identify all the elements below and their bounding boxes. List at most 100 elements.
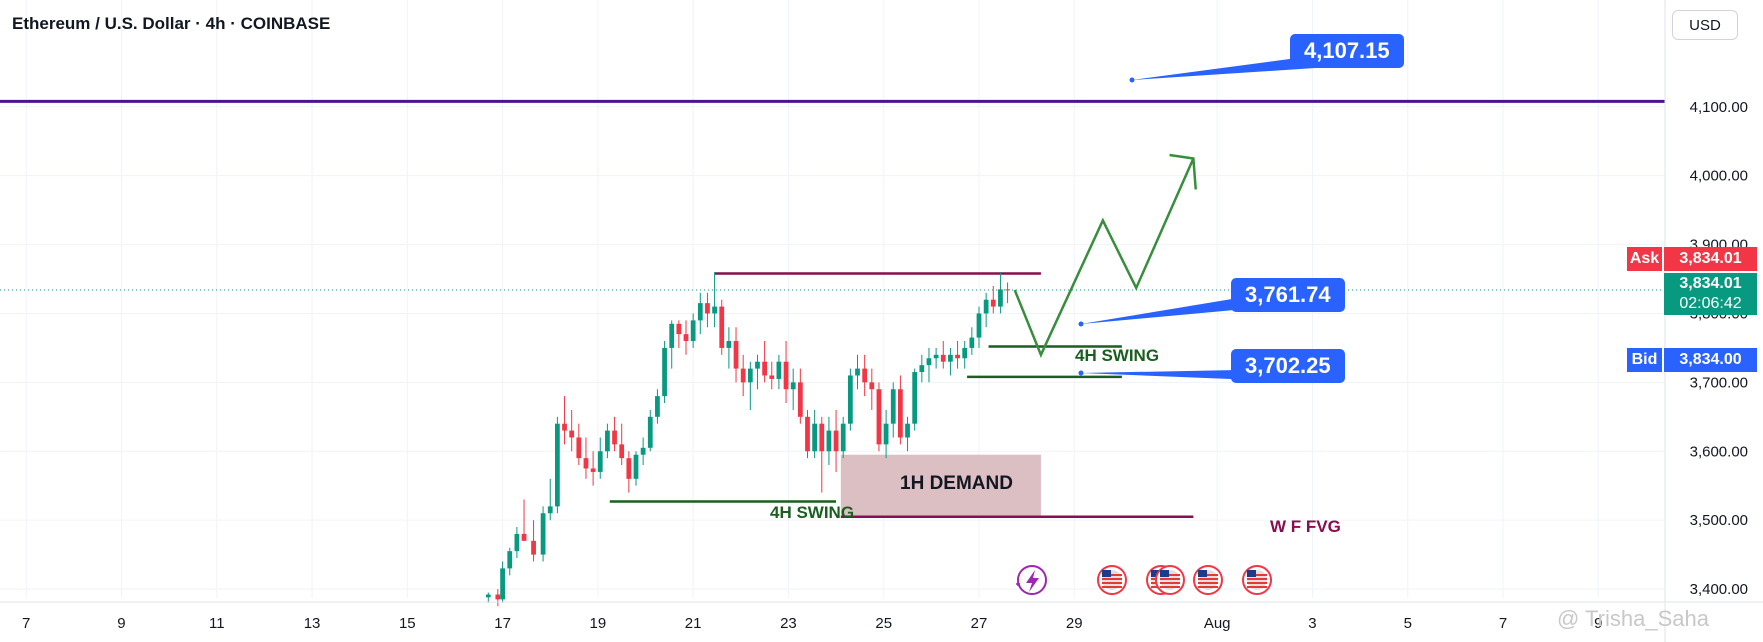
- event-flag-1: [1097, 565, 1127, 595]
- y-tick-label: 3,600.00: [1690, 443, 1748, 460]
- event-flag-1-stripe: [1102, 586, 1122, 588]
- event-flag-5-stripe: [1247, 578, 1267, 580]
- candle-body: [819, 423, 825, 452]
- event-flag-1-stripe: [1102, 582, 1122, 584]
- candle-body: [840, 423, 846, 452]
- event-flag-1-stripe: [1102, 574, 1122, 576]
- candle-body: [955, 354, 960, 359]
- event-flag-5-stripe: [1247, 586, 1267, 588]
- candle-body: [712, 306, 717, 314]
- candle-body: [905, 423, 910, 438]
- event-flag-3-stripe: [1160, 586, 1180, 588]
- x-tick-label: 23: [780, 615, 797, 632]
- chart-title: Ethereum / U.S. Dollar · 4h · COINBASE: [12, 14, 331, 33]
- candle-body: [683, 334, 689, 342]
- candle-body: [562, 423, 567, 431]
- event-flag-4-canton: [1198, 570, 1207, 577]
- candle-body: [783, 361, 789, 390]
- y-tick-label: 3,500.00: [1690, 512, 1748, 529]
- level-lines: [0, 99, 1665, 518]
- candle-body: [948, 354, 953, 362]
- x-tick-label: 7: [1499, 615, 1507, 632]
- candle-body: [547, 506, 553, 514]
- candle-body: [962, 347, 968, 359]
- candle-body: [669, 323, 675, 348]
- candle-body: [990, 299, 996, 307]
- event-flag-3-canton: [1160, 570, 1169, 577]
- x-tick-label: 11: [209, 615, 225, 632]
- last-price: 3,834.01: [1679, 275, 1742, 292]
- candle-body: [540, 513, 546, 555]
- candle-body: [998, 289, 1003, 307]
- x-tick-label: 21: [685, 615, 702, 632]
- lightning-icon: [1016, 565, 1047, 595]
- candle-body: [495, 594, 501, 600]
- x-tick-label: 13: [304, 615, 321, 632]
- candle-body: [555, 423, 560, 507]
- swing-right-label: 4H SWING: [1075, 346, 1160, 365]
- event-flag-3: [1155, 565, 1185, 595]
- target-pointer: [1132, 58, 1315, 80]
- currency-button[interactable]: USD: [1672, 10, 1738, 40]
- candle-body: [583, 458, 589, 469]
- candle-body: [898, 389, 903, 438]
- candle-body: [633, 454, 639, 479]
- x-tick-label: 29: [1066, 615, 1083, 632]
- candle-body: [812, 423, 818, 452]
- candle-body: [662, 347, 667, 397]
- x-tick-label: 9: [117, 615, 125, 632]
- event-flag-4-stripe: [1198, 578, 1218, 580]
- event-flag-3-stripe: [1160, 574, 1180, 576]
- candle-body: [597, 451, 603, 472]
- candle-body: [776, 361, 782, 379]
- candle-body: [1005, 289, 1010, 291]
- candle-body: [569, 430, 575, 438]
- x-tick-label: 25: [875, 615, 892, 632]
- price-axis[interactable]: 4,100.004,000.003,900.003,800.003,700.00…: [1664, 0, 1748, 642]
- candle-body: [590, 468, 596, 472]
- x-tick-label: 19: [590, 615, 607, 632]
- candle-body: [640, 447, 646, 455]
- event-flag-1-stripe: [1102, 578, 1122, 580]
- candle-body: [576, 437, 582, 459]
- level2-pointer-dot: [1078, 370, 1084, 376]
- x-tick-label: 17: [494, 615, 511, 632]
- callout-target: 4,107.15: [1290, 34, 1404, 68]
- target-pointer-dot: [1129, 77, 1135, 83]
- level2-pointer: [1081, 370, 1256, 380]
- candle-body: [762, 361, 767, 376]
- event-flag-4-stripe: [1198, 574, 1218, 576]
- candle-body: [676, 323, 682, 335]
- candle-body: [797, 382, 803, 417]
- candle-body: [485, 594, 491, 598]
- event-flag-3-stripe: [1160, 582, 1180, 584]
- countdown: 02:06:42: [1679, 295, 1742, 312]
- candle-body: [855, 368, 860, 376]
- event-flag-5-stripe: [1247, 574, 1267, 576]
- candle-body: [747, 368, 753, 383]
- bid-label: Bid: [1627, 348, 1662, 372]
- event-flag-3-stripe: [1160, 578, 1180, 580]
- event-flag-1-canton: [1102, 570, 1111, 577]
- lightning-bolt: [1026, 570, 1039, 592]
- level1-pointer: [1081, 298, 1256, 324]
- candle-body: [805, 416, 810, 452]
- time-axis[interactable]: 7 9 11 13 15 17 19 21 23 25 27 29 Aug 3 5 7 9: [0, 601, 1763, 632]
- bid-price: 3,834.00: [1664, 348, 1757, 372]
- y-tick-label: 4,000.00: [1690, 168, 1748, 185]
- candle-body: [733, 341, 739, 369]
- candle-body: [531, 540, 536, 555]
- x-tick-label: 7: [22, 615, 30, 632]
- candle-body: [719, 306, 725, 348]
- candle-body: [697, 303, 703, 321]
- candle-body: [869, 382, 875, 390]
- level1-pointer-dot: [1078, 321, 1084, 327]
- candle-body: [790, 382, 796, 390]
- demand-label: 1H DEMAND: [900, 473, 1013, 494]
- event-flag-5-canton: [1247, 570, 1256, 577]
- swing-left-label: 4H SWING: [770, 503, 855, 522]
- drawings: [1013, 58, 1315, 595]
- candle-body: [940, 354, 946, 362]
- candle-body: [507, 551, 513, 569]
